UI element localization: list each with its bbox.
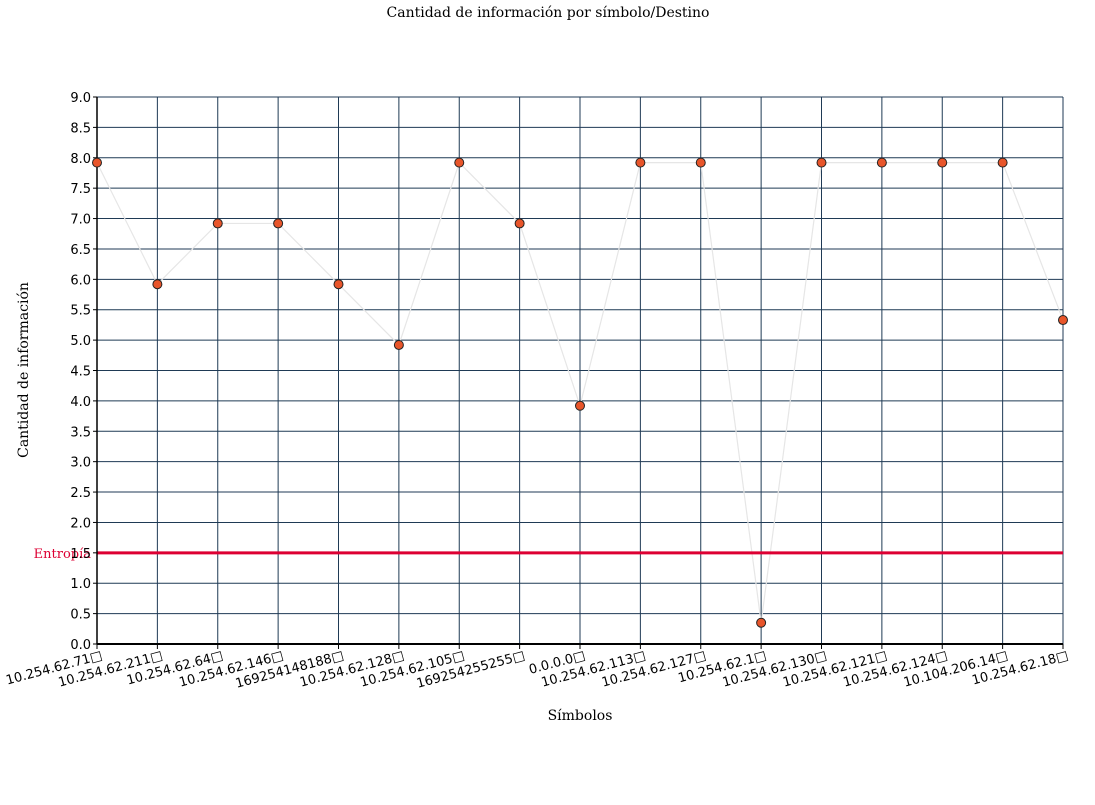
data-point	[152, 279, 163, 290]
data-point	[273, 218, 284, 229]
y-tick-label: 3.5	[70, 425, 91, 440]
data-point	[212, 218, 223, 229]
entropy-label: Entropía	[34, 547, 92, 562]
data-point	[92, 157, 102, 168]
data-point	[756, 617, 767, 628]
y-tick-label: 6.0	[70, 273, 91, 288]
y-ticks: 0.0 0.5 1.0 1.5 2.0 2.5 3.0 3.5 4.0 4.5 5.0 5.5 6.0 6…	[70, 91, 97, 653]
y-tick-label: 0.5	[70, 608, 91, 623]
grid	[96, 96, 1064, 645]
data-points	[92, 157, 1068, 628]
data-point	[333, 279, 344, 290]
y-tick-label: 2.0	[70, 516, 91, 531]
chart-title: Cantidad de información por símbolo/Dest…	[387, 5, 710, 21]
y-tick-label: 3.0	[70, 456, 91, 471]
y-tick-label: 9.0	[70, 91, 91, 106]
y-tick-label: 8.5	[70, 121, 91, 136]
y-tick-label: 4.5	[70, 365, 91, 380]
data-point	[937, 157, 948, 168]
y-tick-label: 5.0	[70, 334, 91, 349]
y-tick-label: 5.5	[70, 304, 91, 319]
data-point	[635, 157, 646, 168]
y-tick-label: 0.0	[70, 638, 91, 653]
data-point	[876, 157, 887, 168]
data-point	[1058, 315, 1068, 326]
y-tick-label: 1.0	[70, 577, 91, 592]
data-point	[514, 218, 525, 229]
data-point	[816, 157, 827, 168]
reference-line-group: Entropía	[34, 547, 1063, 562]
y-tick-label: 1.5	[70, 547, 91, 562]
y-axis-label: Cantidad de información	[16, 282, 32, 458]
data-point	[695, 157, 706, 168]
y-tick-label: 8.0	[70, 152, 91, 167]
y-tick-label: 6.5	[70, 243, 91, 258]
y-tick-label: 7.0	[70, 213, 91, 228]
x-axis-label: Símbolos	[548, 708, 613, 724]
y-tick-label: 4.0	[70, 395, 91, 410]
data-point	[575, 400, 585, 411]
y-tick-label: 7.5	[70, 182, 91, 197]
data-point	[454, 157, 465, 168]
y-tick-label: 2.5	[70, 486, 91, 501]
x-ticks: 10.254.62.71□10.254.62.211□10.254.62.64□…	[4, 644, 1070, 692]
data-point	[997, 157, 1008, 168]
data-point	[393, 339, 404, 350]
